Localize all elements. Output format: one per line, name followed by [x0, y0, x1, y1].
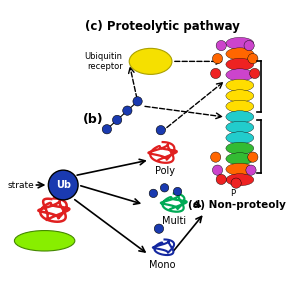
- Text: (c) Proteolytic pathway: (c) Proteolytic pathway: [85, 19, 240, 33]
- Circle shape: [113, 115, 122, 125]
- Text: Multi: Multi: [162, 216, 186, 226]
- Circle shape: [102, 125, 111, 134]
- Circle shape: [211, 68, 221, 79]
- Ellipse shape: [226, 132, 254, 144]
- Ellipse shape: [226, 48, 254, 60]
- Ellipse shape: [226, 163, 254, 175]
- Circle shape: [216, 40, 226, 51]
- Circle shape: [248, 152, 258, 162]
- Text: Ub: Ub: [56, 180, 71, 190]
- Text: Poly: Poly: [155, 166, 175, 176]
- Ellipse shape: [226, 121, 254, 133]
- Circle shape: [173, 187, 182, 196]
- Circle shape: [212, 54, 223, 64]
- Ellipse shape: [226, 58, 254, 70]
- Ellipse shape: [226, 111, 254, 123]
- Ellipse shape: [226, 37, 254, 49]
- Circle shape: [246, 165, 256, 175]
- Circle shape: [154, 224, 164, 233]
- Circle shape: [250, 68, 260, 79]
- Circle shape: [160, 184, 169, 192]
- Circle shape: [211, 152, 221, 162]
- Circle shape: [248, 54, 258, 64]
- Ellipse shape: [226, 153, 254, 165]
- Text: Ubiquitin
receptor: Ubiquitin receptor: [85, 52, 123, 71]
- Circle shape: [231, 178, 241, 188]
- Circle shape: [149, 189, 157, 198]
- Ellipse shape: [226, 174, 254, 186]
- Text: strate: strate: [8, 180, 34, 189]
- Circle shape: [244, 40, 254, 51]
- Circle shape: [156, 125, 166, 135]
- Circle shape: [212, 165, 223, 175]
- Circle shape: [123, 106, 132, 115]
- Ellipse shape: [15, 230, 75, 251]
- Ellipse shape: [226, 100, 254, 112]
- Text: P: P: [230, 189, 235, 198]
- Circle shape: [133, 97, 142, 106]
- Text: (b): (b): [83, 113, 103, 126]
- Text: (d) Non-proteoly: (d) Non-proteoly: [188, 200, 286, 210]
- Ellipse shape: [226, 69, 254, 81]
- Ellipse shape: [226, 79, 254, 91]
- Text: Mono: Mono: [149, 260, 176, 270]
- Circle shape: [48, 170, 78, 200]
- Ellipse shape: [226, 142, 254, 154]
- Ellipse shape: [226, 90, 254, 102]
- Ellipse shape: [129, 48, 172, 74]
- Circle shape: [216, 174, 226, 184]
